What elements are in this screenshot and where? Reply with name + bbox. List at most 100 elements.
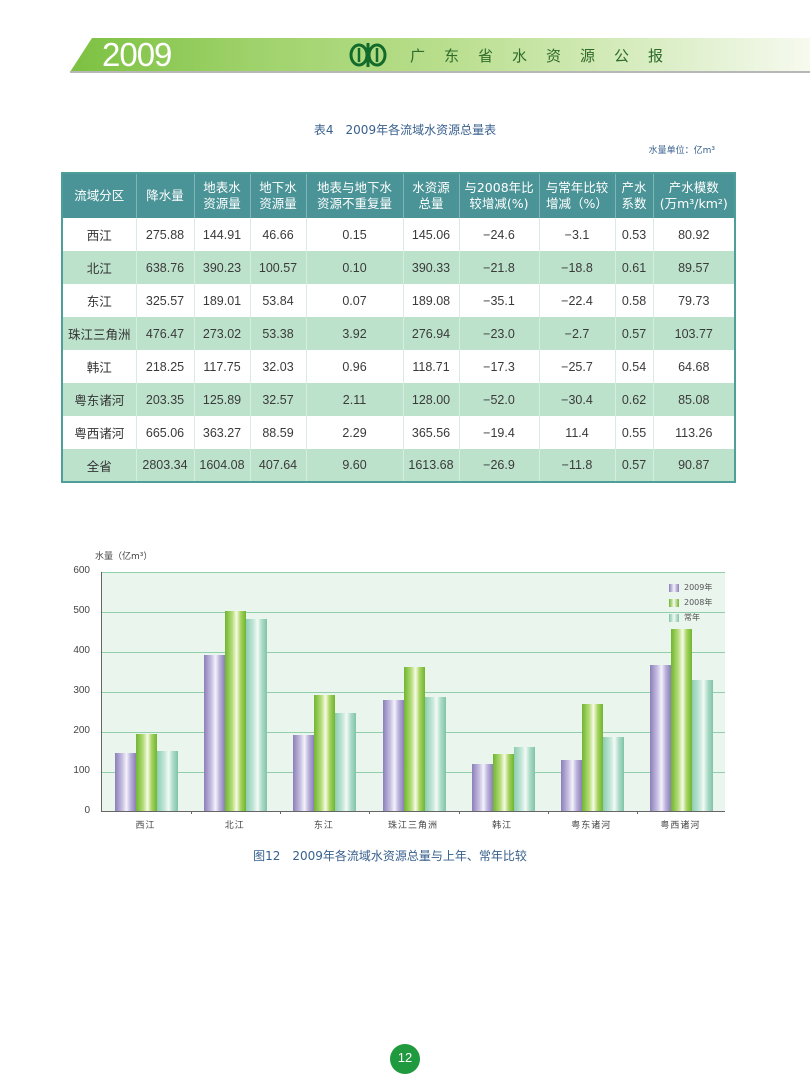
basin-name-cell: 粤西诸河 bbox=[62, 416, 137, 449]
table-cell: 325.57 bbox=[136, 284, 195, 317]
table-cell: 117.75 bbox=[194, 350, 251, 383]
basin-name-cell: 西江 bbox=[62, 218, 137, 251]
header-banner bbox=[70, 38, 810, 72]
bar-chart-plot-area bbox=[101, 572, 725, 814]
table-cell: 0.55 bbox=[615, 416, 654, 449]
bar-2-0 bbox=[157, 751, 179, 811]
bar-0-3 bbox=[382, 700, 404, 811]
table-cell: 189.08 bbox=[403, 284, 460, 317]
bar-1-2 bbox=[314, 694, 336, 811]
table-cell: −11.8 bbox=[539, 449, 616, 482]
column-header: 与2008年比 较增减(%) bbox=[459, 173, 540, 218]
bar-2-3 bbox=[424, 697, 446, 811]
table-cell: −26.9 bbox=[459, 449, 540, 482]
basin-name-cell: 珠江三角洲 bbox=[62, 317, 137, 350]
y-tick-label: 200 bbox=[73, 725, 90, 736]
chart-legend: 2009年 2008年 常年 bbox=[669, 580, 712, 625]
water-resources-logo-icon bbox=[349, 43, 387, 67]
table-cell: 64.68 bbox=[653, 350, 736, 383]
column-header-line: 地表水 bbox=[203, 180, 241, 195]
x-tick-label: 粤西诸河 bbox=[660, 821, 701, 831]
column-header: 流域分区 bbox=[62, 173, 137, 218]
table-cell: 53.38 bbox=[250, 317, 307, 350]
table-title: 表4 2009年各流域水资源总量表 bbox=[313, 123, 497, 137]
x-tick-mark bbox=[280, 811, 282, 814]
table-row: 珠江三角洲 476.47 273.02 53.38 3.92 276.94 −23.0 −2.… bbox=[62, 317, 736, 350]
table-cell: −25.7 bbox=[539, 350, 616, 383]
table-cell: 1613.68 bbox=[403, 449, 460, 482]
table-cell: 0.10 bbox=[306, 251, 404, 284]
table-cell: 189.01 bbox=[194, 284, 251, 317]
column-header-line: 较增减(%) bbox=[469, 196, 529, 211]
table-cell: 2803.34 bbox=[136, 449, 195, 482]
x-tick-label: 东江 bbox=[313, 821, 334, 831]
table-cell: 363.27 bbox=[194, 416, 251, 449]
table-cell: 103.77 bbox=[653, 317, 736, 350]
table-header-row: 流域分区 降水量 地表水 资源量 地下水 资源量 地表与地下水 资源不重复量 水资源总… bbox=[62, 173, 736, 218]
bar-0-4 bbox=[471, 763, 493, 811]
table-cell: 125.89 bbox=[194, 383, 251, 416]
table-cell: 407.64 bbox=[250, 449, 307, 482]
table-cell: 476.47 bbox=[136, 317, 195, 350]
table-cell: 638.76 bbox=[136, 251, 195, 284]
table-cell: −22.4 bbox=[539, 284, 616, 317]
y-tick-label: 500 bbox=[73, 605, 90, 616]
table-cell: −35.1 bbox=[459, 284, 540, 317]
x-tick-label: 西江 bbox=[135, 821, 156, 831]
table-cell: 0.57 bbox=[615, 317, 654, 350]
column-header-line: 水资源 bbox=[412, 180, 450, 195]
table-cell: 90.87 bbox=[653, 449, 736, 482]
chart-y-axis-label: 水量（亿m³） bbox=[95, 552, 153, 562]
y-tick-label: 300 bbox=[73, 685, 90, 696]
table-cell: 46.66 bbox=[250, 218, 307, 251]
x-tick-mark bbox=[191, 811, 193, 814]
table-cell: −21.8 bbox=[459, 251, 540, 284]
table-cell: −3.1 bbox=[539, 218, 616, 251]
column-header: 地下水 资源量 bbox=[250, 173, 307, 218]
table-cell: 273.02 bbox=[194, 317, 251, 350]
basin-name-cell: 北江 bbox=[62, 251, 137, 284]
table-cell: 390.23 bbox=[194, 251, 251, 284]
basin-name-cell: 东江 bbox=[62, 284, 137, 317]
table-cell: 0.15 bbox=[306, 218, 404, 251]
basin-name-cell: 粤东诸河 bbox=[62, 383, 137, 416]
table-cell: −23.0 bbox=[459, 317, 540, 350]
column-header-line: 系数 bbox=[621, 196, 647, 211]
legend-swatch-icon bbox=[669, 583, 679, 592]
bar-1-1 bbox=[225, 611, 247, 811]
column-header-line: (万m³/km²) bbox=[659, 196, 728, 211]
column-header-line: 地下水 bbox=[259, 180, 297, 195]
table-cell: 365.56 bbox=[403, 416, 460, 449]
column-header-line: 总量 bbox=[418, 196, 444, 211]
table-cell: 276.94 bbox=[403, 317, 460, 350]
header-divider bbox=[70, 71, 810, 73]
column-header: 地表与地下水 资源不重复量 bbox=[306, 173, 404, 218]
bar-1-6 bbox=[670, 629, 692, 811]
column-header-line: 资源不重复量 bbox=[316, 196, 392, 211]
x-tick-label: 北江 bbox=[224, 821, 245, 831]
table-cell: 9.60 bbox=[306, 449, 404, 482]
table-cell: −52.0 bbox=[459, 383, 540, 416]
column-header-line: 增减（%） bbox=[546, 196, 608, 211]
table-cell: 113.26 bbox=[653, 416, 736, 449]
column-header-line: 流域分区 bbox=[74, 188, 125, 203]
table-cell: 390.33 bbox=[403, 251, 460, 284]
column-header: 产水模数 (万m³/km²) bbox=[653, 173, 736, 218]
y-tick-label: 600 bbox=[73, 565, 90, 576]
water-resources-table: 流域分区 降水量 地表水 资源量 地下水 资源量 地表与地下水 资源不重复量 水资源总… bbox=[61, 172, 736, 483]
table-cell: 0.58 bbox=[615, 284, 654, 317]
x-tick-mark bbox=[547, 811, 549, 814]
y-tick-label: 100 bbox=[73, 765, 90, 776]
legend-item: 2009年 bbox=[669, 580, 712, 595]
table-row: 北江 638.76 390.23 100.57 0.10 390.33 −21.8 −18.8… bbox=[62, 251, 736, 284]
table-cell: 53.84 bbox=[250, 284, 307, 317]
table-cell: −2.7 bbox=[539, 317, 616, 350]
column-header-line: 资源量 bbox=[203, 196, 241, 211]
table-cell: 0.57 bbox=[615, 449, 654, 482]
column-header: 地表水 资源量 bbox=[194, 173, 251, 218]
table-cell: 0.96 bbox=[306, 350, 404, 383]
table-cell: 0.61 bbox=[615, 251, 654, 284]
table-cell: 32.57 bbox=[250, 383, 307, 416]
table-cell: 80.92 bbox=[653, 218, 736, 251]
column-header: 产水 系数 bbox=[615, 173, 654, 218]
